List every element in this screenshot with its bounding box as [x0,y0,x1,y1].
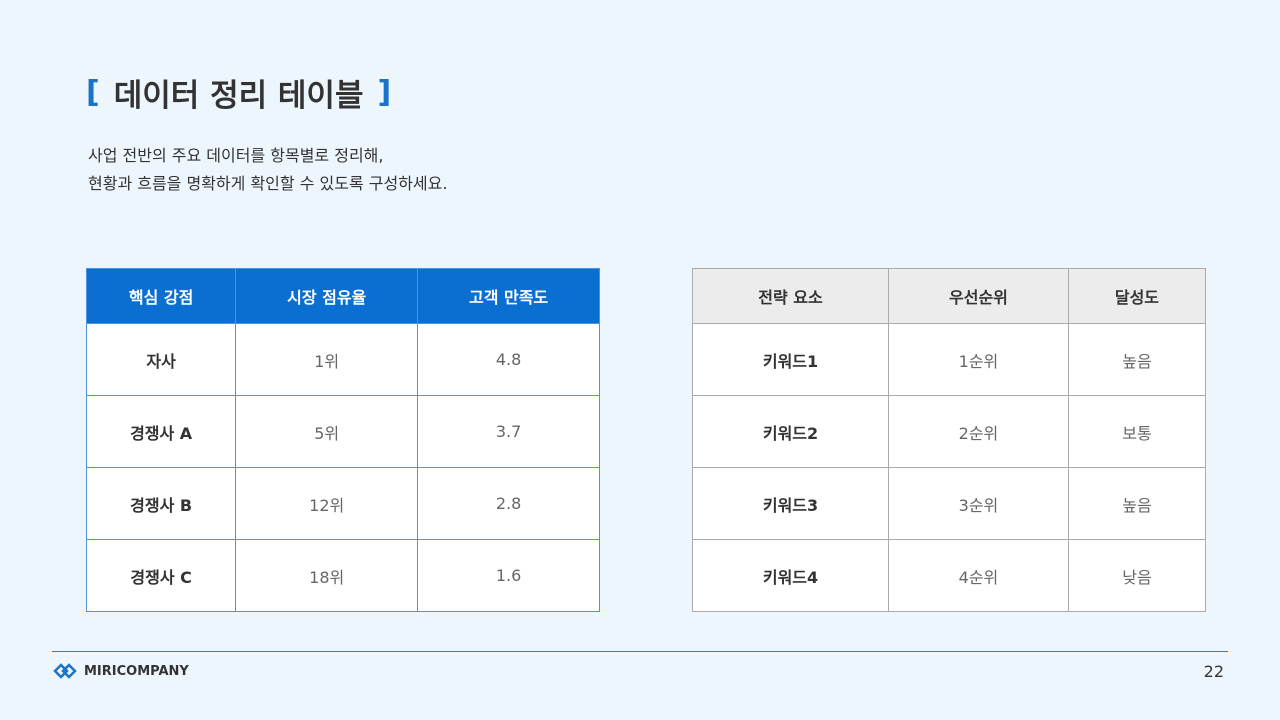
table-row: 키워드3 3순위 높음 [691,467,1207,540]
table-cell: 자사 [85,323,237,396]
brand: MIRICOMPANY [52,662,189,680]
table-cell: 높음 [1067,467,1207,540]
table-row: 키워드4 4순위 낮음 [691,539,1207,612]
table-cell: 키워드4 [691,539,890,612]
description-line: 사업 전반의 주요 데이터를 항목별로 정리해, [88,146,384,165]
table-cell: 보통 [1067,395,1207,468]
title-text: 데이터 정리 테이블 [113,78,364,114]
table-cell: 경쟁사 C [85,539,237,612]
table-cell: 경쟁사 A [85,395,237,468]
column-header: 시장 점유율 [235,268,419,324]
table-cell: 4.8 [417,323,600,396]
column-header: 우선순위 [888,268,1069,324]
table-cell: 1순위 [888,323,1069,396]
header-row: 핵심 강점 시장 점유율 고객 만족도 [85,268,600,324]
table-cell: 3.7 [417,395,600,468]
table-cell: 3순위 [888,467,1069,540]
table-row: 자사 1위 4.8 [85,323,600,396]
table-cell: 2순위 [888,395,1069,468]
table-cell: 2.8 [417,467,600,540]
table-cell: 1위 [235,323,419,396]
page-number: 22 [1203,662,1224,681]
table-cell: 4순위 [888,539,1069,612]
description: 사업 전반의 주요 데이터를 항목별로 정리해, 현황과 흐름을 명확하게 확인… [88,142,447,198]
footer-line [52,651,1228,652]
description-line: 현황과 흐름을 명확하게 확인할 수 있도록 구성하세요. [88,174,448,193]
header-row: 전략 요소 우선순위 달성도 [691,268,1207,324]
column-header: 전략 요소 [691,268,890,324]
column-header: 핵심 강점 [85,268,237,324]
table-cell: 키워드3 [691,467,890,540]
table-cell: 경쟁사 B [85,467,237,540]
table-row: 경쟁사 C 18위 1.6 [85,539,600,612]
table-cell: 높음 [1067,323,1207,396]
table-row: 경쟁사 B 12위 2.8 [85,467,600,540]
logo [53,663,77,679]
table-row: 경쟁사 A 5위 3.7 [85,395,600,468]
title: [데이터 정리 테이블] [86,70,405,115]
column-header: 달성도 [1067,268,1207,324]
table-cell: 키워드2 [691,395,890,468]
table-row: 키워드2 2순위 보통 [691,395,1207,468]
table-cell: 낮음 [1067,539,1207,612]
column-header: 고객 만족도 [417,268,600,324]
table-cell: 1.6 [417,539,600,612]
table-cell: 5위 [235,395,419,468]
brand-name: MIRICOMPANY [84,663,189,679]
table-cell: 키워드1 [691,323,890,396]
table-cell: 12위 [235,467,419,540]
table-row: 키워드1 1순위 높음 [691,323,1207,396]
table-cell: 18위 [235,539,419,612]
table: 전략 요소 우선순위 달성도 키워드1 1순위 높음 키워드2 2순위 보통 키워드3 3순위 높음 키… [691,268,1207,612]
